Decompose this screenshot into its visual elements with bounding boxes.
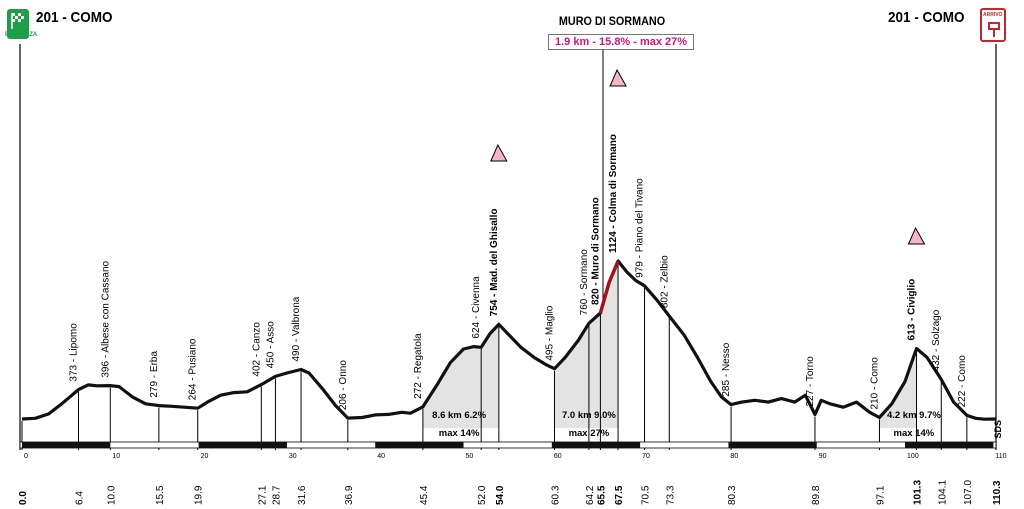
km-label-19: 89.8: [811, 485, 822, 505]
climb-stats-line2-1: max 27%: [569, 428, 610, 439]
place-name-2: 396 - Albese con Cassano: [100, 260, 111, 377]
place-name-9: 272 - Regatola: [413, 333, 424, 399]
place-name-13: 760 - Sormano: [579, 249, 590, 316]
km-label-18: 80.3: [727, 485, 738, 505]
km-bar-segment-20: [198, 442, 287, 448]
climb-shading-1: [554, 261, 619, 428]
start-location-title: 201 - COMO: [36, 9, 113, 26]
place-name-4: 264 - Pusiano: [188, 338, 199, 400]
place-name-22: 432 - Solzago: [931, 309, 942, 371]
km-label-20: 97.1: [875, 485, 886, 505]
place-name-7: 490 - Valbrona: [291, 296, 302, 361]
finish-icon: ARRIVO: [980, 8, 1006, 42]
place-name-8: 206 - Onno: [338, 360, 349, 410]
place-name-10: 624 - Civenna: [471, 276, 482, 339]
finish-location-title: 201 - COMO: [888, 9, 965, 26]
place-name-1: 373 - Lipomo: [69, 323, 80, 382]
place-name-14: 820 - Muro di Sormano: [590, 197, 601, 305]
place-name-16: 979 - Piano del Tivano: [635, 178, 646, 278]
place-name-6: 450 - Asso: [265, 321, 276, 369]
x-tick-label-9: 90: [819, 453, 827, 460]
climb-stats-line1-1: 7.0 km 9.0%: [562, 410, 616, 421]
x-tick-label-7: 70: [642, 453, 650, 460]
place-name-19: 227 - Torno: [805, 356, 816, 407]
x-tick-label-8: 80: [730, 453, 738, 460]
x-tick-label-3: 30: [289, 453, 297, 460]
x-tick-label-11: 110: [995, 453, 1006, 460]
km-label-6: 28.7: [271, 485, 282, 505]
x-tick-label-1: 10: [112, 453, 120, 460]
x-tick-label-10: 100: [907, 453, 919, 460]
km-label-8: 36.9: [344, 485, 355, 505]
place-name-12: 495 - Maglio: [544, 305, 555, 360]
start-flag-icon: [7, 9, 29, 39]
km-bar-segment-40: [375, 442, 464, 448]
km-label-5: 27.1: [257, 485, 268, 505]
x-tick-label-2: 20: [201, 453, 209, 460]
km-label-14: 65.5: [596, 485, 607, 505]
x-tick-label-6: 60: [554, 453, 562, 460]
km-label-11: 54.0: [495, 485, 506, 505]
gpm-mountain-icon-1: [609, 68, 627, 87]
km-bar-frame: [19, 441, 997, 449]
place-name-5: 402 - Canzo: [251, 322, 262, 377]
elevation-profile-line: [21, 259, 997, 421]
x-tick-label-5: 50: [466, 453, 474, 460]
km-label-13: 64.2: [585, 485, 596, 505]
finish-caption: ARRIVO: [983, 12, 1003, 18]
place-name-17: 802 - Zelbio: [659, 255, 670, 308]
km-label-0: 0.0: [18, 491, 29, 505]
km-label-15: 67.5: [614, 485, 625, 505]
km-label-16: 70.5: [641, 485, 652, 505]
gpm-mountain-icon-2: [907, 226, 926, 245]
climb-stats-line2-0: max 14%: [439, 428, 480, 439]
km-label-17: 73.3: [665, 485, 676, 505]
km-bar-segment-60: [551, 442, 641, 448]
sprint-label: SDS: [993, 420, 1003, 439]
km-label-4: 19.9: [194, 485, 205, 505]
place-name-15: 1124 - Colma di Sormano: [608, 134, 619, 253]
place-name-3: 279 - Erba: [149, 351, 160, 398]
start-caption: PARTENZA: [5, 32, 38, 38]
km-label-3: 15.5: [155, 485, 166, 505]
km-bar-segment-0: [22, 442, 111, 448]
finish-line-icon: [988, 22, 1000, 37]
km-label-23: 107.0: [963, 480, 974, 505]
km-label-22: 104.1: [937, 480, 948, 505]
km-label-24: 110.3: [992, 480, 1003, 505]
gpm-mountain-icon-0: [490, 143, 508, 162]
km-label-7: 31.6: [297, 485, 308, 505]
place-name-11: 754 - Mad. del Ghisallo: [489, 209, 500, 317]
km-label-10: 52.0: [477, 485, 488, 505]
place-name-23: 222 - Como: [957, 355, 968, 408]
checkered-flag-icon: [11, 13, 24, 29]
km-label-2: 10.0: [106, 485, 117, 505]
km-label-1: 6.4: [75, 491, 86, 505]
place-name-18: 285 - Nesso: [721, 342, 732, 396]
place-name-21: 613 - Civiglio: [907, 279, 918, 341]
climb-title: MURO DI SORMANO: [558, 14, 666, 28]
km-bar-segment-100: [905, 442, 994, 448]
x-tick-label-0: 0: [24, 453, 28, 460]
km-label-21: 101.3: [913, 480, 924, 505]
steep-segment-line: [598, 260, 620, 314]
climb-stats: 1.9 km - 15.8% - max 27%: [548, 34, 695, 50]
place-name-20: 210 - Como: [869, 357, 880, 410]
x-tick-label-4: 40: [377, 453, 385, 460]
km-label-9: 45.4: [419, 485, 430, 505]
climb-stats-line1-2: 4.2 km 9.7%: [887, 410, 941, 421]
km-bar-segment-80: [728, 442, 817, 448]
km-label-12: 60.3: [550, 485, 561, 505]
climb-shading-0: [422, 324, 499, 428]
climb-stats-line2-2: max 14%: [894, 428, 935, 439]
climb-stats-line1-0: 8.6 km 6.2%: [432, 410, 486, 421]
